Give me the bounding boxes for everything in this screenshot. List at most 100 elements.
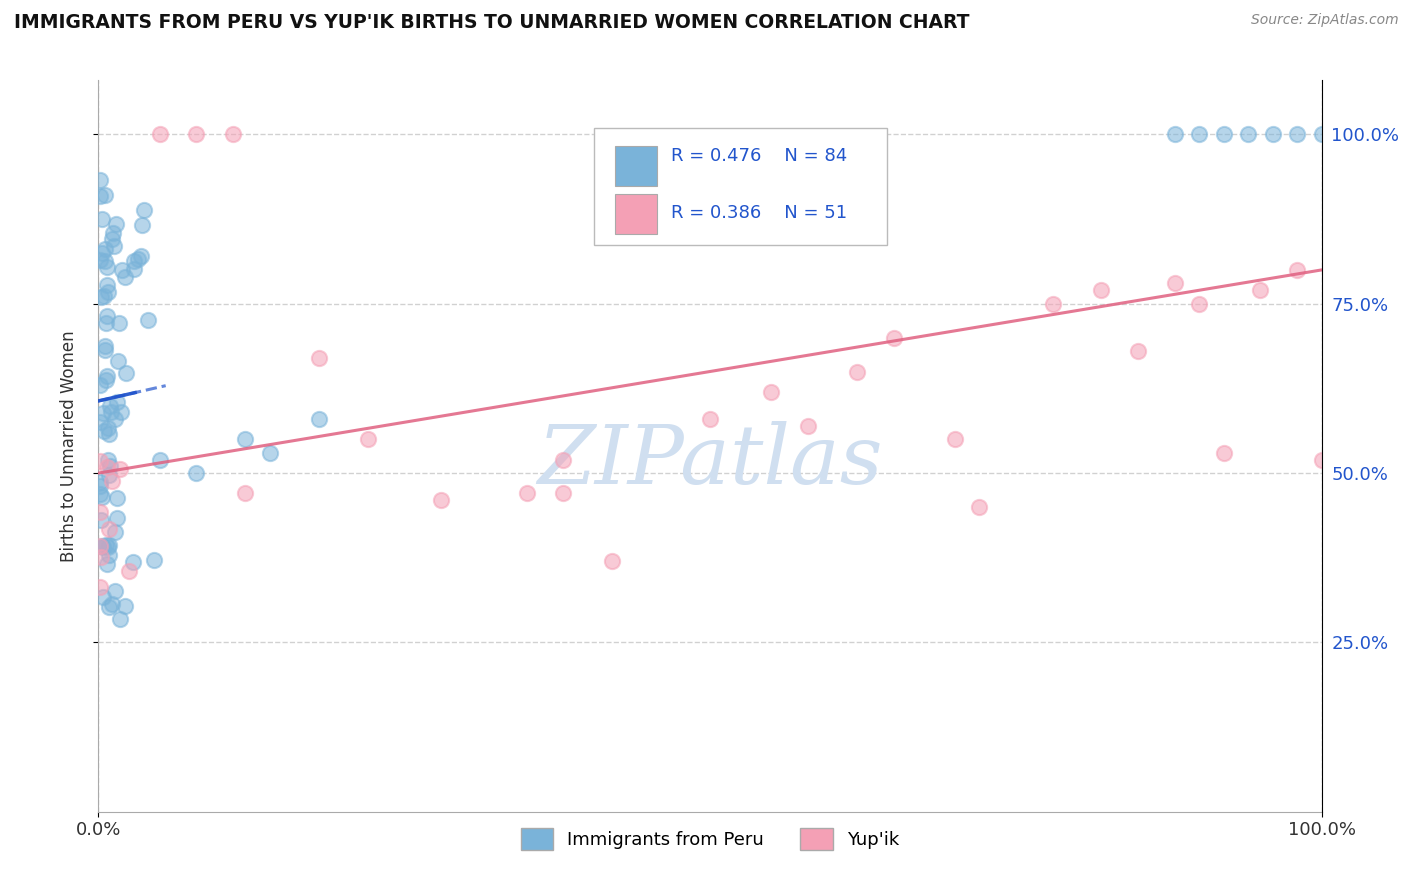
Point	[94, 243, 117, 257]
Point	[1261, 128, 1284, 142]
Point	[93, 425, 115, 439]
Point	[96, 260, 118, 274]
Point	[98, 459, 121, 474]
Point	[222, 128, 245, 142]
Point	[104, 583, 127, 598]
Point	[98, 549, 121, 563]
Point	[883, 331, 905, 345]
Point	[186, 466, 208, 480]
Point	[1090, 283, 1112, 297]
Point	[97, 285, 120, 299]
Point	[96, 460, 118, 475]
Point	[91, 540, 114, 554]
Text: Source: ZipAtlas.com: Source: ZipAtlas.com	[1251, 13, 1399, 28]
Point	[259, 446, 281, 460]
Point	[1286, 263, 1309, 277]
Point	[845, 364, 868, 378]
Point	[699, 412, 721, 426]
Point	[127, 252, 149, 266]
Point	[110, 462, 132, 476]
Point	[94, 187, 117, 202]
Point	[100, 405, 122, 419]
Point	[89, 290, 111, 304]
Point	[101, 475, 124, 489]
Point	[96, 538, 118, 552]
Text: R = 0.476    N = 84: R = 0.476 N = 84	[671, 146, 848, 165]
Point	[122, 262, 145, 277]
Point	[98, 599, 121, 614]
Point	[90, 246, 112, 260]
Point	[114, 599, 136, 613]
Point	[136, 313, 159, 327]
Point	[308, 412, 330, 426]
Point	[131, 218, 153, 232]
FancyBboxPatch shape	[593, 128, 887, 244]
Point	[96, 373, 118, 387]
Point	[122, 253, 145, 268]
Point	[96, 369, 118, 384]
Point	[761, 384, 783, 399]
Point	[114, 270, 136, 285]
Point	[89, 475, 111, 489]
Point	[308, 351, 330, 365]
Point	[1212, 446, 1234, 460]
Point	[1188, 128, 1211, 142]
Point	[93, 289, 115, 303]
Point	[96, 278, 118, 293]
Point	[1164, 277, 1187, 291]
Text: ZIPatlas: ZIPatlas	[537, 421, 883, 500]
Point	[143, 553, 166, 567]
Point	[97, 453, 120, 467]
Point	[186, 128, 208, 142]
Point	[97, 421, 120, 435]
Point	[1310, 128, 1333, 142]
Point	[600, 554, 623, 568]
Point	[91, 490, 114, 504]
Point	[96, 557, 118, 571]
Point	[111, 263, 134, 277]
Point	[105, 394, 128, 409]
Point	[97, 467, 120, 482]
Point	[553, 452, 575, 467]
Point	[1128, 344, 1150, 359]
Point	[103, 239, 125, 253]
Point	[97, 426, 120, 441]
Point	[94, 339, 117, 353]
Point	[797, 418, 820, 433]
Point	[96, 309, 118, 323]
Point	[91, 539, 114, 553]
Point	[1042, 297, 1064, 311]
Point	[97, 522, 120, 536]
Point	[89, 415, 111, 429]
Point	[132, 202, 155, 217]
Legend: Immigrants from Peru, Yup'ik: Immigrants from Peru, Yup'ik	[513, 821, 907, 857]
Point	[94, 343, 117, 357]
Point	[103, 226, 125, 240]
Point	[89, 580, 111, 594]
FancyBboxPatch shape	[614, 194, 658, 234]
Point	[89, 189, 111, 203]
Point	[122, 555, 145, 569]
Point	[104, 411, 127, 425]
Point	[101, 597, 124, 611]
Point	[107, 354, 129, 368]
Point	[515, 486, 537, 500]
Point	[118, 564, 141, 578]
Point	[149, 452, 172, 467]
Point	[89, 378, 111, 392]
Point	[91, 212, 114, 227]
Point	[91, 590, 114, 604]
Point	[1188, 297, 1211, 311]
Point	[967, 500, 990, 514]
Point	[90, 513, 112, 527]
Point	[553, 486, 575, 500]
Point	[129, 248, 152, 262]
Point	[356, 432, 378, 446]
Point	[1212, 128, 1234, 142]
Point	[110, 405, 132, 419]
Point	[1237, 128, 1260, 142]
Point	[96, 316, 118, 330]
Point	[89, 487, 111, 501]
Point	[98, 538, 121, 552]
Point	[90, 550, 112, 565]
